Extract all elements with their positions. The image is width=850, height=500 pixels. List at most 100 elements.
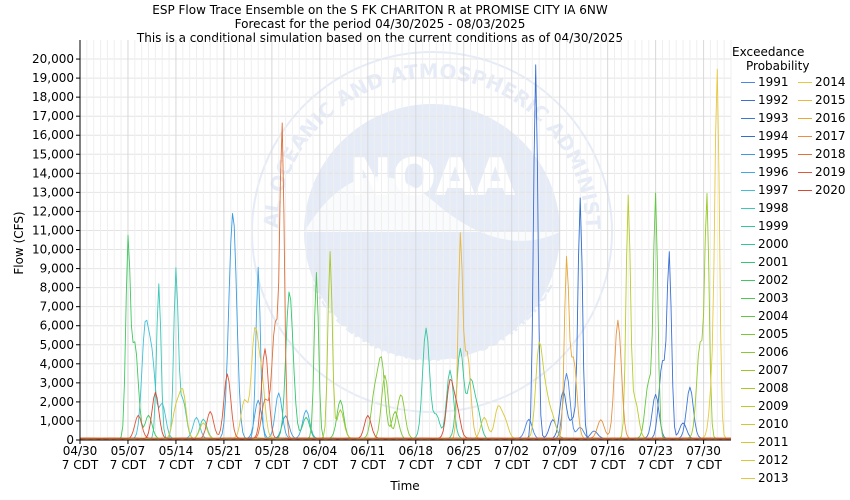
legend-label: 1992: [758, 93, 789, 107]
legend-swatch: [741, 208, 755, 209]
x-tick-label: 04/30: [63, 444, 98, 458]
x-tick-label: 07/16: [590, 444, 625, 458]
y-tick-label: 5,000: [40, 338, 74, 352]
legend-swatch: [798, 136, 812, 137]
x-tick-sublabel: 7 CDT: [398, 458, 435, 472]
legend-item-2004: 2004: [741, 309, 789, 323]
x-tick-label: 07/23: [638, 444, 673, 458]
chart-title: ESP Flow Trace Ensemble on the S FK CHAR…: [152, 3, 608, 17]
legend-item-2015: 2015: [798, 93, 846, 107]
chart-subtitle: Forecast for the period 04/30/2025 - 08/…: [234, 17, 526, 31]
legend-label: 2007: [758, 363, 789, 377]
y-tick-label: 2,000: [40, 395, 74, 409]
legend-item-2001: 2001: [741, 255, 789, 269]
x-tick-label: 07/30: [686, 444, 721, 458]
legend-label: 1991: [758, 75, 789, 89]
x-tick-sublabel: 7 CDT: [637, 458, 674, 472]
legend-item-2013: 2013: [741, 471, 789, 485]
legend-item-2011: 2011: [741, 435, 789, 449]
legend-label: 1998: [758, 201, 789, 215]
legend-swatch: [741, 136, 755, 137]
series-layer: [79, 64, 732, 440]
legend-swatch: [741, 244, 755, 245]
legend-label: 2003: [758, 291, 789, 305]
legend-swatch: [741, 154, 755, 155]
legend-item-2008: 2008: [741, 381, 789, 395]
noaa-logo-text: NOAA: [349, 148, 516, 208]
legend-label: 2013: [758, 471, 789, 485]
legend-item-1991: 1991: [741, 75, 789, 89]
x-tick-sublabel: 7 CDT: [446, 458, 483, 472]
x-tick-label: 06/11: [351, 444, 386, 458]
legend-swatch: [741, 388, 755, 389]
legend-item-1994: 1994: [741, 129, 789, 143]
legend-label: 2009: [758, 399, 789, 413]
y-tick-label: 8,000: [40, 281, 74, 295]
grid: [79, 40, 732, 441]
legend-swatch: [741, 82, 755, 83]
series-line-2011: [79, 388, 731, 440]
x-tick-sublabel: 7 CDT: [302, 458, 339, 472]
legend-swatch: [741, 406, 755, 407]
legend-item-2002: 2002: [741, 273, 789, 287]
legend-swatch: [798, 154, 812, 155]
x-tick-sublabel: 7 CDT: [206, 458, 243, 472]
legend-label: 2010: [758, 417, 789, 431]
legend-swatch: [741, 370, 755, 371]
x-tick-sublabel: 7 CDT: [158, 458, 195, 472]
legend-swatch: [741, 190, 755, 191]
series-line-1993: [79, 386, 732, 440]
legend-swatch: [741, 226, 755, 227]
x-tick-sublabel: 7 CDT: [589, 458, 626, 472]
x-tick-sublabel: 7 CDT: [254, 458, 291, 472]
legend-swatch: [741, 424, 755, 425]
y-tick-label: 10,000: [32, 243, 74, 257]
legend-item-1993: 1993: [741, 111, 789, 125]
y-tick-label: 3,000: [40, 376, 74, 390]
legend-label: 2008: [758, 381, 789, 395]
x-tick-label: 06/25: [446, 444, 481, 458]
legend-swatch: [798, 190, 812, 191]
legend-label: 1999: [758, 219, 789, 233]
legend-label: 1993: [758, 111, 789, 125]
legend-subtitle: Probability: [746, 59, 810, 73]
legend-label: 2000: [758, 237, 789, 251]
legend-label: 2006: [758, 345, 789, 359]
legend-label: 2015: [815, 93, 846, 107]
y-tick-label: 4,000: [40, 357, 74, 371]
y-tick-label: 19,000: [32, 71, 74, 85]
legend-item-1998: 1998: [741, 201, 789, 215]
y-tick-label: 14,000: [32, 166, 74, 180]
legend-label: 2011: [758, 435, 789, 449]
legend-swatch: [741, 334, 755, 335]
x-tick-label: 05/14: [159, 444, 194, 458]
legend-label: 1997: [758, 183, 789, 197]
legend-item-1995: 1995: [741, 147, 789, 161]
legend-label: 2019: [815, 165, 846, 179]
legend-label: 2005: [758, 327, 789, 341]
legend-item-2018: 2018: [798, 147, 846, 161]
legend-item-2000: 2000: [741, 237, 789, 251]
legend-item-2006: 2006: [741, 345, 789, 359]
legend-swatch: [741, 352, 755, 353]
x-axis-label: Time: [390, 479, 420, 493]
y-tick-label: 6,000: [40, 319, 74, 333]
legend-label: 2002: [758, 273, 789, 287]
y-tick-label: 11,000: [32, 223, 74, 237]
legend-item-2019: 2019: [798, 165, 846, 179]
y-tick-label: 12,000: [32, 204, 74, 218]
legend-swatch: [741, 172, 755, 173]
legend-item-2003: 2003: [741, 291, 789, 305]
legend-item-2017: 2017: [798, 129, 846, 143]
legend-swatch: [798, 118, 812, 119]
legend-label: 2016: [815, 111, 846, 125]
legend-swatch: [741, 460, 755, 461]
x-tick-label: 05/21: [207, 444, 242, 458]
x-tick-sublabel: 7 CDT: [685, 458, 722, 472]
legend-item-2010: 2010: [741, 417, 789, 431]
legend-item-2016: 2016: [798, 111, 846, 125]
y-tick-label: 17,000: [32, 109, 74, 123]
legend-label: 2014: [815, 75, 846, 89]
legend-swatch: [741, 100, 755, 101]
